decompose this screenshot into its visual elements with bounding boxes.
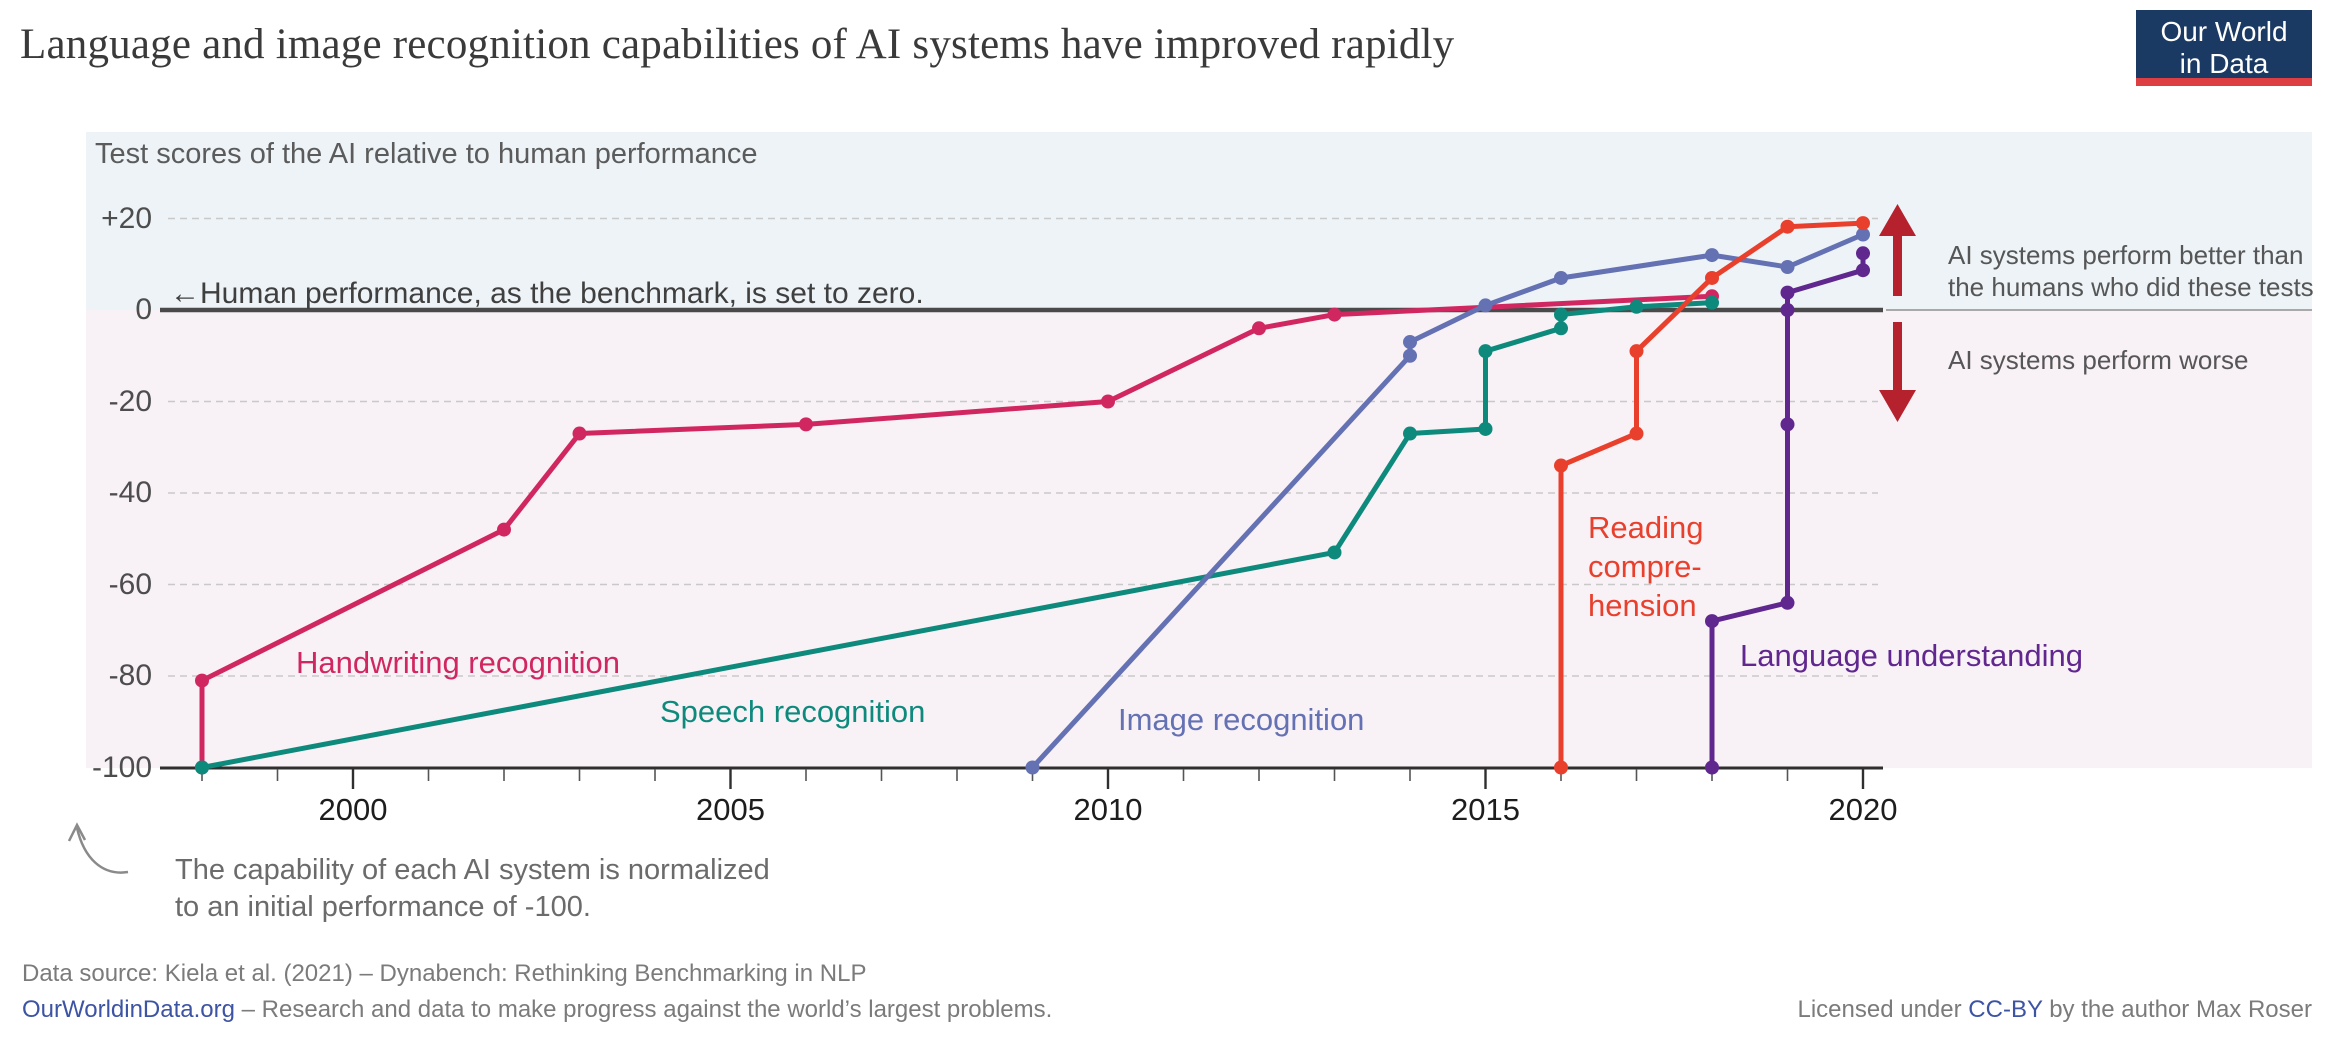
data-point xyxy=(1856,227,1870,242)
data-point xyxy=(1705,614,1719,629)
owid-link[interactable]: OurWorldinData.org xyxy=(22,996,235,1023)
x-axis-label: 2015 xyxy=(1451,792,1520,827)
footer-license: Licensed under CC-BY by the author Max R… xyxy=(1797,996,2312,1024)
data-point xyxy=(1629,426,1644,441)
data-point xyxy=(1705,270,1719,285)
data-point xyxy=(1629,344,1644,359)
license-pre: Licensed under xyxy=(1797,996,1969,1023)
data-point xyxy=(1554,458,1568,473)
data-point xyxy=(1856,246,1870,261)
data-point xyxy=(1478,298,1493,313)
annotation-ai-better: AI systems perform better than the human… xyxy=(1948,240,2314,302)
annotation-ai-worse: AI systems perform worse xyxy=(1948,345,2249,375)
plot-band-above-zero xyxy=(86,132,2312,310)
data-point xyxy=(1554,307,1568,322)
series-label-speech-recognition: Speech recognition xyxy=(660,694,926,729)
plot-band-below-zero xyxy=(86,310,2312,768)
data-point xyxy=(1554,270,1568,285)
data-point xyxy=(1856,263,1870,278)
data-point xyxy=(195,673,209,688)
footer-tagline: OurWorldinData.org – Research and data t… xyxy=(22,996,1052,1024)
arrow-down-icon xyxy=(1879,322,1916,422)
data-point xyxy=(1780,595,1795,610)
data-point xyxy=(1856,216,1870,231)
line-language-understanding xyxy=(1709,250,1866,770)
y-axis-label: -40 xyxy=(108,476,152,509)
owid-logo[interactable]: Our World in Data xyxy=(2136,10,2312,86)
data-point xyxy=(195,760,209,775)
owid-logo-red-bar xyxy=(2136,78,2312,86)
data-point xyxy=(1554,321,1568,336)
y-axis-label: 0 xyxy=(135,293,152,326)
series-label-reading-comprehension: Reading compre- hension xyxy=(1588,510,1704,623)
x-axis-label: 2020 xyxy=(1828,792,1898,827)
data-point xyxy=(1780,259,1795,274)
data-point xyxy=(572,426,587,441)
x-axis-label: 2005 xyxy=(696,792,765,827)
data-point xyxy=(1403,335,1417,350)
data-point xyxy=(1705,295,1719,310)
data-point xyxy=(1101,394,1115,409)
zero-benchmark-annotation: ←Human performance, as the benchmark, is… xyxy=(170,277,924,310)
data-point xyxy=(1554,760,1568,775)
owid-logo-line2: in Data xyxy=(2179,48,2269,79)
series-label-language-understanding: Language understanding xyxy=(1740,638,2084,673)
data-point xyxy=(1705,248,1719,263)
footer-tagline-text: – Research and data to make progress aga… xyxy=(234,996,1053,1023)
x-axis-label: 2010 xyxy=(1073,792,1143,827)
data-point xyxy=(1478,421,1493,436)
y-axis-label: -20 xyxy=(108,384,152,418)
data-point xyxy=(1780,219,1795,234)
x-axis-label: 2000 xyxy=(318,792,388,827)
data-point xyxy=(1780,303,1795,317)
data-point xyxy=(1252,321,1266,336)
data-point xyxy=(799,417,813,432)
cc-by-link[interactable]: CC-BY xyxy=(1968,996,2043,1023)
data-point xyxy=(1327,545,1342,560)
owid-logo-line1: Our World xyxy=(2160,16,2288,47)
data-point xyxy=(1478,344,1493,359)
license-post: by the author Max Roser xyxy=(2042,996,2312,1023)
data-point xyxy=(1403,426,1417,441)
footer-data-source: Data source: Kiela et al. (2021) – Dynab… xyxy=(22,960,867,987)
data-point xyxy=(1780,285,1795,300)
normalization-note: The capability of each AI system is norm… xyxy=(175,854,770,923)
page-title: Language and image recognition capabilit… xyxy=(20,21,1455,68)
arrow-up-icon xyxy=(1879,204,1916,296)
y-axis-label: -100 xyxy=(91,750,152,784)
y-axis-label: -80 xyxy=(108,659,152,692)
series-label-handwriting-recognition: Handwriting recognition xyxy=(296,645,620,680)
series-label-image-recognition: Image recognition xyxy=(1118,702,1365,737)
data-point xyxy=(1403,348,1417,363)
data-point xyxy=(1327,307,1342,322)
data-point xyxy=(1025,760,1040,775)
data-point xyxy=(1705,760,1719,775)
data-point xyxy=(497,522,511,537)
chart-subtitle: Test scores of the AI relative to human … xyxy=(95,138,758,170)
data-point xyxy=(1629,299,1644,314)
data-point xyxy=(1780,417,1795,432)
y-axis-label: +20 xyxy=(101,201,152,235)
y-axis-label: -60 xyxy=(108,567,152,601)
curved-note-arrow-icon xyxy=(67,822,129,874)
